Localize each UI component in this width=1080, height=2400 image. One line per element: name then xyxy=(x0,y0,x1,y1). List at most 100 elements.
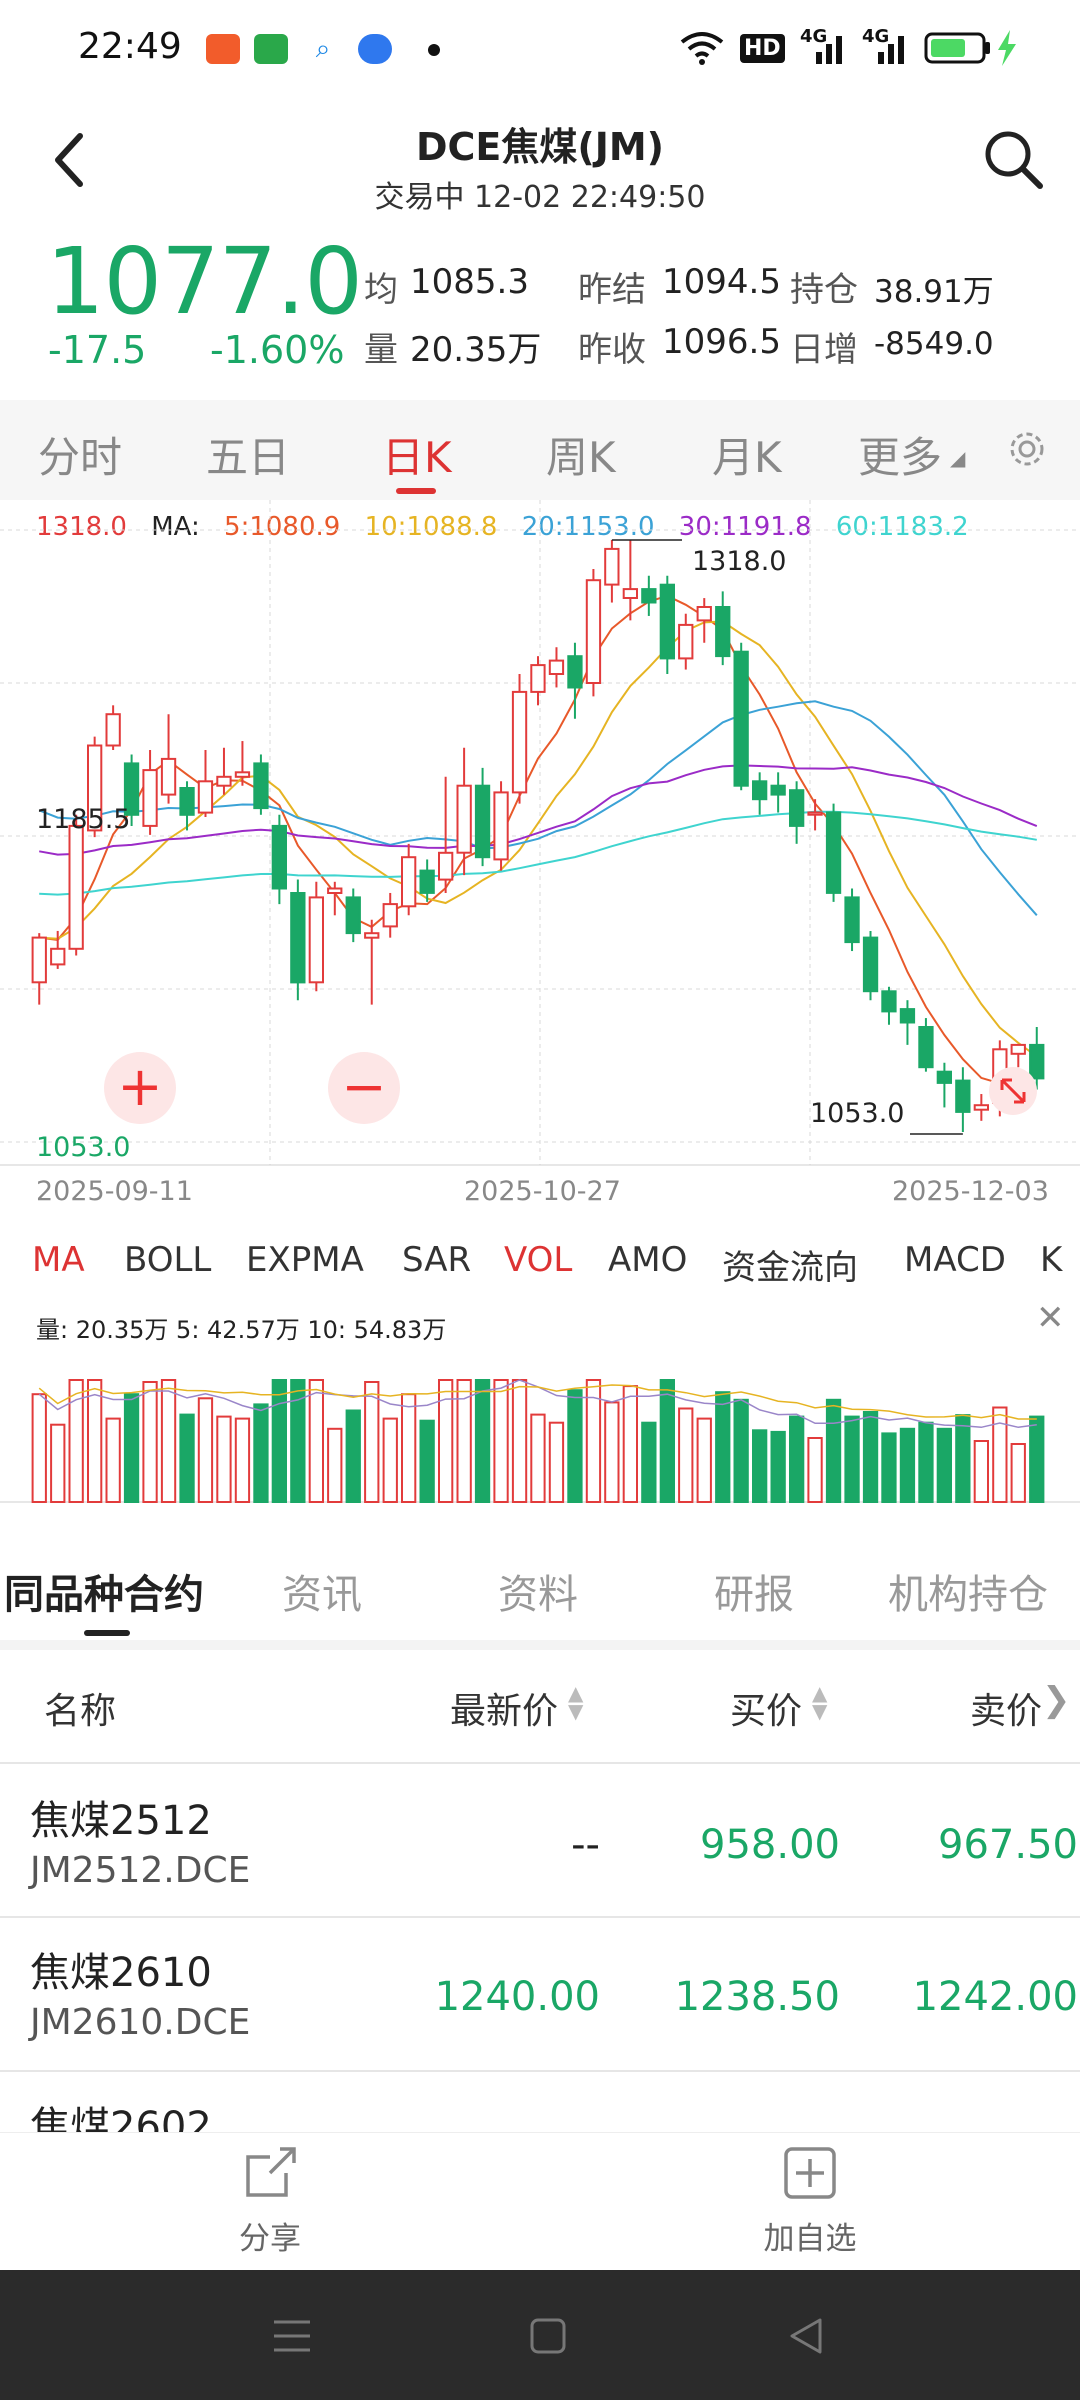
add-watchlist-button[interactable]: 加自选 xyxy=(710,2133,910,2258)
zoom-in-button[interactable]: + xyxy=(104,1052,176,1124)
candle xyxy=(197,780,214,814)
hd-badge: HD xyxy=(740,34,785,63)
active-tab-indicator xyxy=(84,1630,130,1636)
ma30-value: 30:1191.8 xyxy=(678,512,812,542)
divider xyxy=(0,1916,1080,1918)
indicator-tab-amo[interactable]: AMO xyxy=(608,1240,688,1280)
volume-bar xyxy=(142,1381,158,1503)
candle xyxy=(345,896,361,935)
indicator-tab-boll[interactable]: BOLL xyxy=(124,1240,212,1280)
candle xyxy=(271,824,288,890)
candle xyxy=(659,583,676,660)
volume-bar xyxy=(216,1415,232,1503)
candle xyxy=(641,588,657,604)
indicator-tab-vol[interactable]: VOL xyxy=(504,1240,573,1280)
tab-more[interactable]: 更多 xyxy=(858,433,943,482)
section-divider xyxy=(0,1640,1080,1650)
candle xyxy=(807,811,823,816)
indicator-tab-ma[interactable]: MA xyxy=(32,1240,85,1280)
battery-icon xyxy=(924,32,990,64)
prev-settle-label: 昨结 xyxy=(578,270,646,310)
back-icon[interactable] xyxy=(46,130,90,190)
last-price-cell: 1240.00 xyxy=(434,1974,600,2020)
search-app-icon: ⌕ xyxy=(306,34,340,64)
volume-bar xyxy=(899,1427,916,1503)
tab-daily-k[interactable]: 日K xyxy=(382,433,452,482)
volume-bar xyxy=(1029,1415,1045,1503)
candle xyxy=(290,892,306,984)
indicator-tab-macd[interactable]: MACD xyxy=(904,1240,1006,1280)
sort-icon: ▲ ▼ xyxy=(812,1681,828,1723)
fullscreen-icon[interactable] xyxy=(988,1066,1038,1116)
menu-icon[interactable] xyxy=(270,2318,314,2354)
sort-icon: ▲ ▼ xyxy=(568,1681,584,1723)
daily-increase-label: 日增 xyxy=(790,330,858,370)
tab-research[interactable]: 研报 xyxy=(714,1572,794,1618)
candle xyxy=(604,547,620,586)
volume-bar xyxy=(382,1417,398,1503)
volume-bar xyxy=(308,1379,325,1503)
status-bar: 22:49 ⌕ HD 4G 4G xyxy=(0,0,1080,96)
divider xyxy=(0,2070,1080,2072)
tab-news[interactable]: 资讯 xyxy=(282,1572,362,1618)
volume-bar xyxy=(715,1391,731,1504)
daily-increase-value: -8549.0 xyxy=(874,326,994,362)
indicator-tab-expma[interactable]: EXPMA xyxy=(246,1240,364,1280)
tab-weekly-k[interactable]: 周K xyxy=(546,433,616,482)
close-indicator-icon[interactable]: ✕ xyxy=(1036,1298,1065,1338)
kline-chart[interactable] xyxy=(0,500,1080,1540)
candle xyxy=(955,1079,971,1113)
tab-same-variety[interactable]: 同品种合约 xyxy=(4,1572,204,1618)
col-header-ask[interactable]: 卖价 xyxy=(970,1691,1043,1732)
volume-bar xyxy=(271,1379,288,1503)
tab-five-day[interactable]: 五日 xyxy=(206,433,291,482)
candle xyxy=(1029,1043,1045,1080)
candle xyxy=(511,690,528,794)
volume-bar xyxy=(659,1379,676,1503)
col-header-bid[interactable]: 买价 xyxy=(730,1691,803,1732)
back-nav-icon[interactable] xyxy=(786,2316,826,2356)
col-header-last[interactable]: 最新价 xyxy=(450,1691,559,1732)
last-price-cell: -- xyxy=(571,1822,600,1868)
ask-cell: 967.50 xyxy=(938,1822,1078,1868)
share-label: 分享 xyxy=(239,2221,301,2257)
home-icon[interactable] xyxy=(528,2316,568,2356)
candle xyxy=(401,856,417,908)
volume-bar xyxy=(234,1417,251,1503)
contract-name: 焦煤2512 xyxy=(30,1798,212,1844)
volume-bar xyxy=(807,1437,823,1503)
volume-bar xyxy=(530,1413,546,1503)
candle xyxy=(936,1070,953,1084)
table-row[interactable]: 焦煤2610 JM2610.DCE 1240.00 1238.50 1242.0… xyxy=(0,1918,1080,2070)
ma-line-ma60 xyxy=(39,810,1037,896)
share-button[interactable]: 分享 xyxy=(170,2133,370,2258)
search-icon[interactable] xyxy=(980,126,1046,192)
candle xyxy=(105,713,121,747)
zoom-out-button[interactable]: − xyxy=(328,1052,400,1124)
tab-monthly-k[interactable]: 月K xyxy=(712,433,782,482)
volume-bar xyxy=(567,1389,583,1504)
indicator-tab-k[interactable]: K xyxy=(1040,1240,1063,1280)
indicator-tab-fund-flow[interactable]: 资金流向 xyxy=(722,1248,858,1288)
ma-line-ma30 xyxy=(39,764,1038,856)
volume-bar xyxy=(456,1379,472,1503)
volume-bar xyxy=(31,1393,47,1504)
candle xyxy=(216,775,232,787)
tab-intraday[interactable]: 分时 xyxy=(38,433,123,482)
bid-cell: 1238.50 xyxy=(674,1974,840,2020)
page-title: DCE焦煤(JM) xyxy=(415,125,665,169)
app-red-icon xyxy=(206,34,240,64)
chevron-right-icon[interactable]: ❯ xyxy=(1042,1680,1071,1720)
tab-info[interactable]: 资料 xyxy=(498,1572,578,1618)
candle xyxy=(696,606,712,622)
candle xyxy=(253,762,269,810)
candle xyxy=(770,784,786,796)
volume-bar xyxy=(419,1419,435,1504)
volume-bar xyxy=(197,1397,214,1503)
tab-institution-holdings[interactable]: 机构持仓 xyxy=(888,1572,1048,1618)
table-row[interactable]: 焦煤2512 JM2512.DCE -- 958.00 967.50 xyxy=(0,1764,1080,1916)
indicator-tab-sar[interactable]: SAR xyxy=(402,1240,472,1280)
date-start: 2025-09-11 xyxy=(36,1176,193,1207)
gear-icon[interactable] xyxy=(1004,426,1050,472)
table-row[interactable]: 焦煤2602 xyxy=(0,2072,1080,2132)
